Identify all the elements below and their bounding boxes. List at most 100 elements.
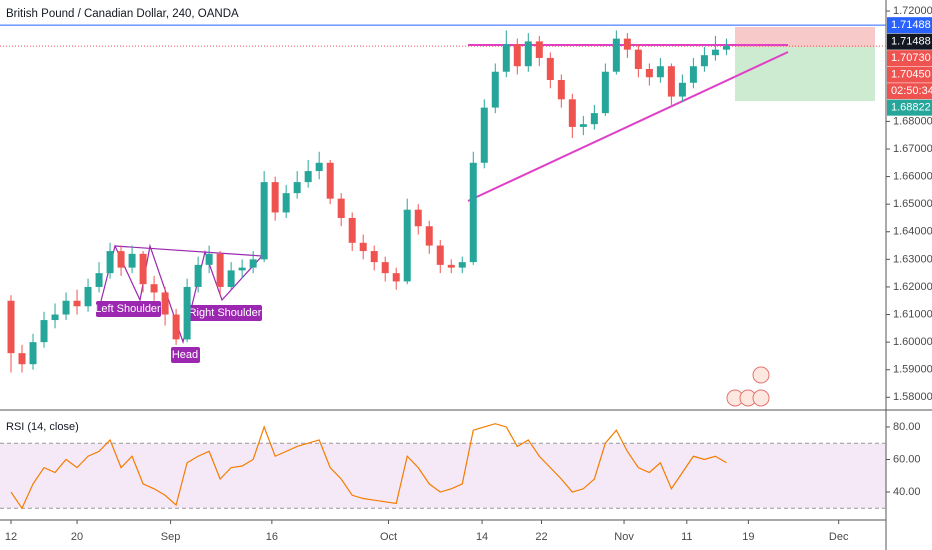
candle-body <box>403 209 411 282</box>
candle-body <box>150 284 158 293</box>
candle-body <box>29 342 37 365</box>
candle-body <box>172 314 180 340</box>
candle-body <box>304 171 312 183</box>
rsi-band <box>0 443 886 509</box>
y-tick-label: 1.59000 <box>893 364 932 376</box>
price-label-bg <box>887 99 932 116</box>
candle-body <box>249 259 257 268</box>
annotation: Head <box>172 349 198 361</box>
y-tick-label: 80.00 <box>893 421 921 433</box>
y-tick-label: 1.60000 <box>893 336 932 348</box>
countdown: 02:50:34 <box>891 85 932 97</box>
candle-body <box>293 182 301 194</box>
candle-body <box>359 242 367 252</box>
price-label-bg <box>887 66 932 83</box>
y-tick-label: 1.62000 <box>893 281 932 293</box>
candle-body <box>139 253 147 285</box>
candle-body <box>491 71 499 108</box>
event-icon[interactable] <box>752 389 770 407</box>
price-label: 1.70730 <box>891 52 931 64</box>
stop-zone <box>735 27 875 47</box>
candle-body <box>62 300 70 315</box>
candle-body <box>414 209 422 227</box>
y-tick-label: 1.72000 <box>893 5 932 17</box>
x-tick-label: Sep <box>161 531 181 543</box>
candle-body <box>557 80 565 100</box>
x-tick-label: Nov <box>614 531 634 543</box>
x-tick-label: 22 <box>535 531 547 543</box>
event-icon[interactable] <box>752 366 770 384</box>
annotation-bg <box>188 305 262 321</box>
y-tick-label: 1.58000 <box>893 391 932 403</box>
candle-body <box>370 251 378 263</box>
candle-body <box>271 182 279 213</box>
candle-body <box>590 113 598 125</box>
candle-body <box>7 300 15 354</box>
countdown-bg <box>887 83 932 100</box>
x-tick-label: Oct <box>380 531 397 543</box>
candle-body <box>623 38 631 50</box>
price-label-bg <box>887 33 932 50</box>
candle-body <box>106 251 114 274</box>
candle-body <box>18 353 26 365</box>
candle-body <box>447 264 455 268</box>
candle-body <box>260 182 268 260</box>
candle-body <box>645 68 653 78</box>
candle-body <box>480 107 488 163</box>
x-tick-label: Dec <box>829 531 849 543</box>
candle-body <box>656 66 664 78</box>
candle-body <box>469 162 477 263</box>
candle-body <box>601 71 609 114</box>
price-label-bg <box>887 17 932 34</box>
x-tick-label: 16 <box>266 531 278 543</box>
price-label: 1.71488 <box>891 19 931 31</box>
candle-body <box>524 41 532 67</box>
candle-body <box>315 162 323 172</box>
rsi-line <box>10 423 727 510</box>
candle-body <box>84 286 92 307</box>
candle-body <box>194 264 202 287</box>
candle-body <box>205 253 213 265</box>
x-tick-label: 11 <box>681 531 692 543</box>
candle-body <box>436 245 444 265</box>
candle-body <box>392 273 400 282</box>
candle-body <box>40 320 48 343</box>
candle-body <box>326 162 334 199</box>
rsi-title: RSI (14, close) <box>6 421 79 433</box>
candle-body <box>678 82 686 97</box>
candle-body <box>546 57 554 81</box>
y-tick-label: 1.63000 <box>893 253 932 265</box>
candle-body <box>711 49 719 56</box>
candle-body <box>700 55 708 67</box>
x-tick-label: 19 <box>742 531 754 543</box>
candle-body <box>238 267 246 271</box>
x-tick-label: 12 <box>5 531 17 543</box>
candle-body <box>51 314 59 321</box>
y-tick-label: 1.66000 <box>893 170 932 182</box>
candle-body <box>667 66 675 97</box>
candle-body <box>381 262 389 274</box>
candle-body <box>95 273 103 287</box>
annotation-bg <box>96 301 161 317</box>
price-label-bg <box>887 50 932 67</box>
price-label: 1.71488 <box>891 36 931 48</box>
y-tick-label: 60.00 <box>893 453 921 465</box>
price-label: 1.70450 <box>891 69 931 81</box>
y-tick-label: 1.68000 <box>893 115 932 127</box>
candle-body <box>282 193 290 213</box>
candle-body <box>216 253 224 287</box>
target-zone <box>735 47 875 101</box>
candle-body <box>128 253 136 268</box>
x-tick-label: 14 <box>476 531 488 543</box>
candle-body <box>535 41 543 58</box>
trend-line <box>467 51 789 202</box>
y-tick-label: 1.67000 <box>893 143 932 155</box>
y-tick-label: 1.65000 <box>893 198 932 210</box>
candle-body <box>612 38 620 72</box>
candle-body <box>458 262 466 268</box>
candle-body <box>73 300 81 307</box>
y-tick-label: 1.61000 <box>893 308 932 320</box>
y-tick-label: 40.00 <box>893 486 921 498</box>
candle-body <box>161 292 169 315</box>
